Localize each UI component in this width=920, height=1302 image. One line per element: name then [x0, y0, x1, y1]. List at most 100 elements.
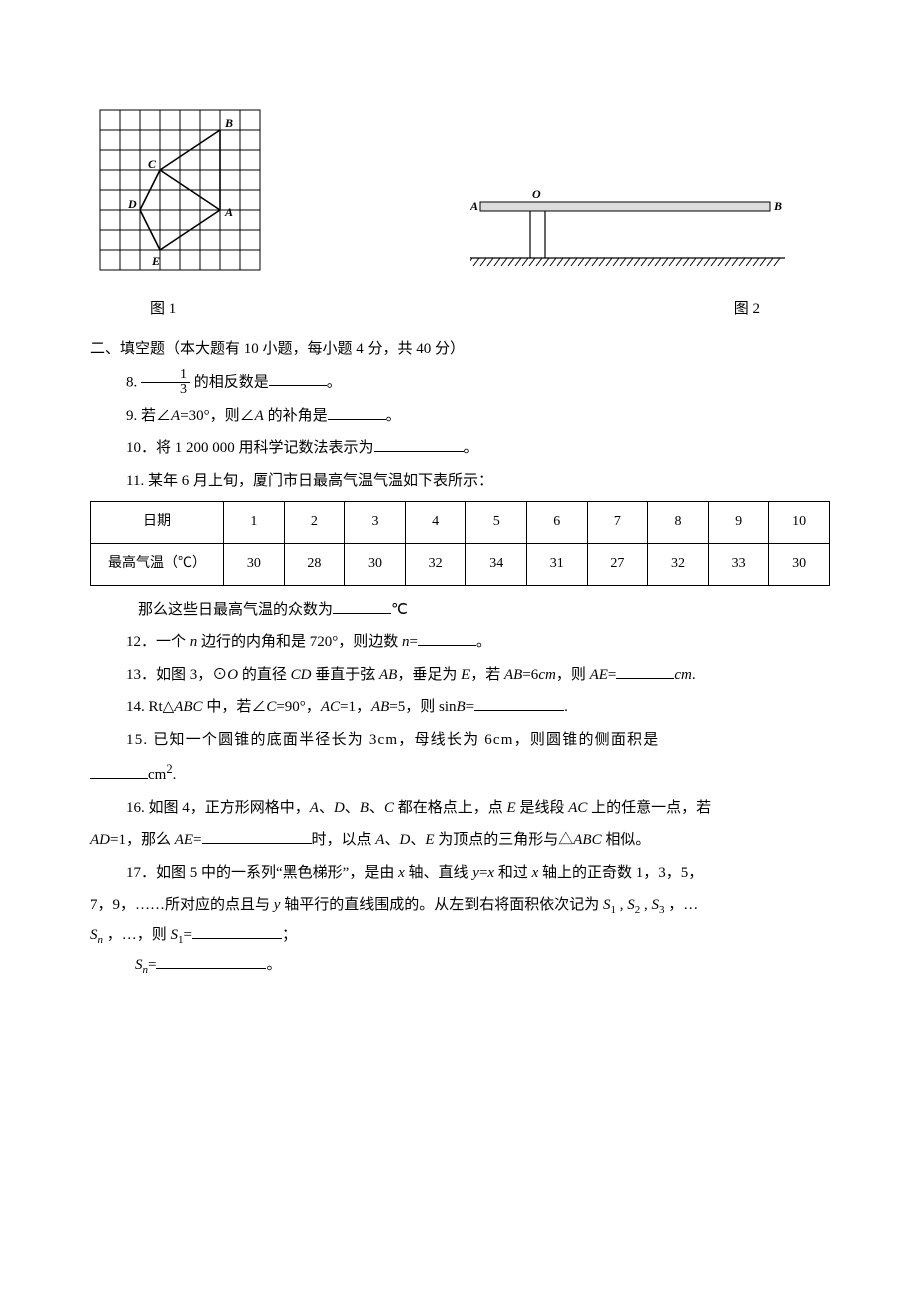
q17-Sn2: S	[135, 957, 143, 973]
q10-blank[interactable]	[374, 436, 464, 452]
q16-E2: E	[425, 832, 434, 848]
q16-D2: D	[399, 832, 410, 848]
fig1-label-B: B	[224, 116, 233, 130]
q14-b: 中，若∠	[203, 699, 267, 715]
q12-b: 边行的内角和是 720°，则边数	[197, 634, 402, 650]
q17-blank2[interactable]	[156, 953, 266, 969]
q17-c2: ,	[640, 897, 651, 913]
q13-cm2: cm	[674, 667, 692, 683]
q9-A1: A	[171, 408, 180, 424]
figure-row: B C D A E	[90, 100, 830, 291]
th-10: 10	[769, 502, 830, 544]
q16-l2d: 时，以点	[312, 832, 376, 848]
q17-l3a: ，…，则	[103, 927, 171, 943]
q12-end: 。	[476, 634, 491, 650]
q16-E1: E	[507, 800, 516, 816]
q14-d: =1，	[340, 699, 371, 715]
td-7: 27	[587, 543, 648, 585]
q16-l1a: 16. 如图 4，正方形网格中，	[126, 800, 310, 816]
q13-end: .	[692, 667, 696, 683]
q8-prefix: 8.	[126, 374, 141, 390]
q9-a: 9. 若∠	[126, 408, 171, 424]
q13-CD: CD	[291, 667, 312, 683]
q14-blank[interactable]	[474, 695, 564, 711]
th-0: 日期	[91, 502, 224, 544]
q13-c: 垂直于弦	[311, 667, 379, 683]
question-17-line2: 7，9，……所对应的点且与 y 轴平行的直线围成的。从左到右将面积依次记为 S1…	[90, 891, 830, 921]
q9-c: 的补角是	[264, 408, 328, 424]
fig1-label-A: A	[224, 205, 233, 219]
q14-B: B	[457, 699, 466, 715]
q15-blank[interactable]	[90, 763, 148, 779]
th-9: 9	[708, 502, 769, 544]
td-2: 28	[284, 543, 345, 585]
question-15-line2: cm2.	[90, 758, 830, 790]
q16-s1: 、	[319, 800, 334, 816]
q16-l2g: 相似。	[602, 832, 651, 848]
question-15-line1: 15. 已知一个圆锥的底面半径长为 3cm，母线长为 6cm，则圆锥的侧面积是	[90, 726, 830, 755]
q17-S2: S	[627, 897, 635, 913]
q11-tail-a: 那么这些日最高气温的众数为	[138, 602, 333, 618]
q12-a: 12．一个	[126, 634, 190, 650]
q13-O: O	[227, 667, 238, 683]
q17-l1c: 和过	[494, 865, 532, 881]
question-17-line4: Sn=。	[90, 951, 830, 981]
fig1-label-C: C	[148, 157, 157, 171]
q16-blank[interactable]	[202, 828, 312, 844]
q8-blank[interactable]	[269, 370, 327, 386]
q17-x1: x	[398, 865, 405, 881]
q13-f: ，则	[556, 667, 590, 683]
q14-eq: =	[466, 699, 474, 715]
fig1-label-E: E	[151, 254, 160, 268]
q16-s2: 、	[345, 800, 360, 816]
th-4: 4	[405, 502, 466, 544]
th-7: 7	[587, 502, 648, 544]
q13-blank[interactable]	[616, 663, 674, 679]
table-row-header: 日期 1 2 3 4 5 6 7 8 9 10	[91, 502, 830, 544]
q14-AC: AC	[321, 699, 340, 715]
q17-l1b: 轴、直线	[405, 865, 473, 881]
q11-table: 日期 1 2 3 4 5 6 7 8 9 10 最高气温（℃） 30 28 30…	[90, 501, 830, 585]
q12-blank[interactable]	[418, 630, 476, 646]
td-1: 30	[224, 543, 285, 585]
td-10: 30	[769, 543, 830, 585]
q16-A: A	[310, 800, 319, 816]
q8-fraction: 13	[141, 368, 190, 398]
q9-blank[interactable]	[328, 404, 386, 420]
q13-AE: AE	[590, 667, 608, 683]
fig2-label-B: B	[773, 199, 782, 213]
table-row-values: 最高气温（℃） 30 28 30 32 34 31 27 32 33 30	[91, 543, 830, 585]
th-6: 6	[526, 502, 587, 544]
question-17-line3: Sn ，…，则 S1=；	[90, 921, 830, 951]
td-5: 34	[466, 543, 527, 585]
question-13: 13．如图 3，⊙O 的直径 CD 垂直于弦 AB，垂足为 E，若 AB=6cm…	[90, 661, 830, 690]
q8-tail: 的相反数是	[190, 374, 269, 390]
q17-l3b: ；	[282, 927, 297, 943]
th-2: 2	[284, 502, 345, 544]
q14-c: =90°，	[276, 699, 320, 715]
q17-eq2: =	[184, 927, 192, 943]
q17-l4end: 。	[266, 957, 281, 973]
q13-eq1: =6	[522, 667, 538, 683]
q14-C: C	[266, 699, 276, 715]
q9-end: 。	[386, 408, 401, 424]
question-11-intro: 11. 某年 6 月上旬，厦门市日最高气温气温如下表所示：	[90, 467, 830, 496]
q17-blank1[interactable]	[192, 923, 282, 939]
question-12: 12．一个 n 边行的内角和是 720°，则边数 n=。	[90, 628, 830, 657]
td-9: 33	[708, 543, 769, 585]
q16-AC: AC	[568, 800, 587, 816]
q17-l4eq: =	[148, 957, 156, 973]
fig1-caption: 图 1	[150, 295, 176, 324]
q16-l2f: 为顶点的三角形与△	[435, 832, 574, 848]
th-1: 1	[224, 502, 285, 544]
q11-blank[interactable]	[333, 598, 391, 614]
figure-captions: 图 1 图 2	[90, 295, 830, 324]
td-3: 30	[345, 543, 406, 585]
td-6: 31	[526, 543, 587, 585]
question-16-line1: 16. 如图 4，正方形网格中，A、D、B、C 都在格点上，点 E 是线段 AC…	[90, 794, 830, 823]
q17-l2b: 轴平行的直线围成的。从左到右将面积依次记为	[280, 897, 603, 913]
question-16-line2: AD=1，那么 AE=时，以点 A、D、E 为顶点的三角形与△ABC 相似。	[90, 826, 830, 855]
q17-S3: S	[651, 897, 659, 913]
q16-s5: 、	[410, 832, 425, 848]
q16-s3: 、	[369, 800, 384, 816]
